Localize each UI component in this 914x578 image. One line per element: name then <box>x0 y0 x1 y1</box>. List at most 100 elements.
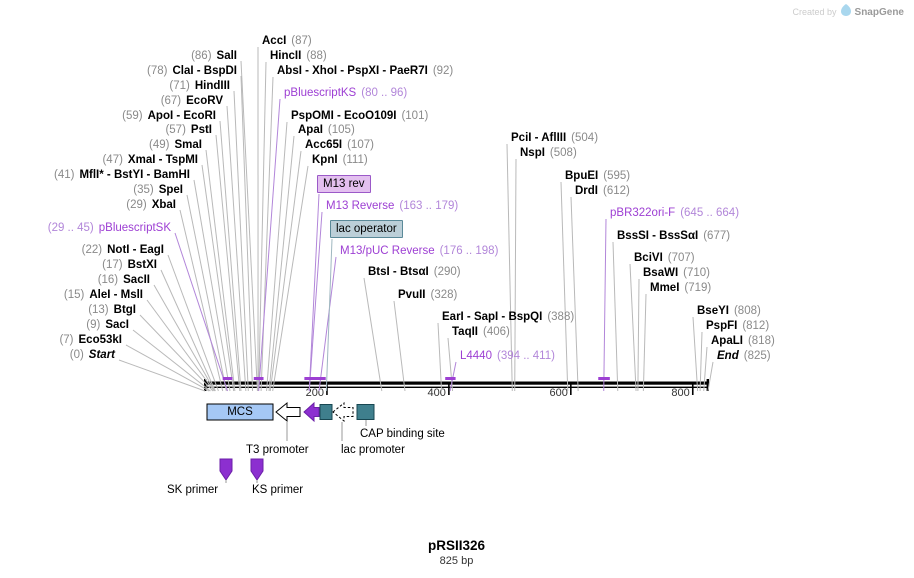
site-sali[interactable]: (86) SalI <box>191 49 237 64</box>
site-name: Acc65I <box>305 139 343 151</box>
site-clai-bspdi[interactable]: (78) ClaI - BspDI <box>147 64 237 79</box>
site-position: (78) <box>147 65 168 77</box>
ks-primer-label[interactable]: KS primer <box>252 484 304 496</box>
site-drdi[interactable]: DrdI (612) <box>575 184 630 199</box>
ks-primer-arrow[interactable] <box>250 458 264 481</box>
leader-line <box>449 361 457 392</box>
site-position: (67) <box>160 95 182 107</box>
site-pspfi[interactable]: PspFI (812) <box>706 319 769 334</box>
site-kpni[interactable]: KpnI (111) <box>312 153 368 168</box>
site-bcivi[interactable]: BciVI (707) <box>634 251 695 266</box>
site-mmei[interactable]: MmeI (719) <box>650 281 711 296</box>
site-pbluescriptks[interactable]: pBluescriptKS (80 .. 96) <box>284 86 407 101</box>
site-bsssi-bsss-i[interactable]: BssSI - BssSαI (677) <box>617 229 730 244</box>
site-name: EcoRV <box>186 95 223 107</box>
site-name: PvuII <box>398 289 426 301</box>
site-absi-xhoi-pspxi-paer7i[interactable]: AbsI - XhoI - PspXI - PaeR7I (92) <box>277 64 453 79</box>
site-name: BtsI - BtsαI <box>368 266 429 278</box>
site-acci[interactable]: AccI (87) <box>262 34 312 49</box>
site-pvuii[interactable]: PvuII (328) <box>398 288 457 303</box>
site-position: (47) <box>102 154 123 166</box>
site-m13-reverse[interactable]: M13 Reverse (163 .. 179) <box>326 199 458 214</box>
site-end[interactable]: End (825) <box>717 349 771 364</box>
site-btgi[interactable]: (13) BtgI <box>88 303 136 318</box>
t3-promoter-arrow[interactable] <box>275 401 301 423</box>
site-bseyi[interactable]: BseYI (808) <box>697 304 761 319</box>
site-name: L4440 <box>460 350 492 362</box>
site-apai[interactable]: ApaI (105) <box>298 123 355 138</box>
leader-line <box>269 150 302 392</box>
site-name: BstXI <box>127 259 157 271</box>
sk-primer-arrow[interactable] <box>219 458 233 481</box>
sk-primer-label[interactable]: SK primer <box>167 484 219 496</box>
site-position: (35) <box>133 184 154 196</box>
site-smai[interactable]: (49) SmaI <box>149 138 202 153</box>
site-mfli-bstyi-bamhi[interactable]: (41) MflI* - BstYI - BamHI <box>54 168 190 183</box>
lac-promoter-label[interactable]: lac promoter <box>341 444 405 456</box>
site-m13-puc-reverse[interactable]: M13/pUC Reverse (176 .. 198) <box>340 244 498 259</box>
site-eco53ki[interactable]: (7) Eco53kI <box>59 333 122 348</box>
mcs-feature-label[interactable]: MCS <box>227 406 253 418</box>
site-name: SpeI <box>158 184 183 196</box>
site-position: (87) <box>291 35 312 47</box>
site-nspi[interactable]: NspI (508) <box>520 146 577 161</box>
site-position: (71) <box>169 80 190 92</box>
site-position: (612) <box>603 185 630 197</box>
lac-operator-boxed-label[interactable]: lac operator <box>330 220 403 238</box>
site-l4440[interactable]: L4440 (394 .. 411) <box>460 349 555 364</box>
site-sacii[interactable]: (16) SacII <box>98 273 150 288</box>
leader-line <box>268 135 295 392</box>
site-bsawi[interactable]: BsaWI (710) <box>643 266 710 281</box>
site-taqii[interactable]: TaqII (406) <box>452 325 510 340</box>
site-spei[interactable]: (35) SpeI <box>133 183 183 198</box>
cap-binding-site-box[interactable] <box>356 404 375 420</box>
site-hindiii[interactable]: (71) HindIII <box>169 79 230 94</box>
site-name: HincII <box>270 50 302 62</box>
site-hincii[interactable]: HincII (88) <box>270 49 327 64</box>
site-ecorv[interactable]: (67) EcoRV <box>161 94 223 109</box>
site-bstxi[interactable]: (17) BstXI <box>102 258 157 273</box>
leader-line <box>703 346 708 392</box>
leader-line <box>167 254 219 392</box>
leader-line <box>692 316 699 392</box>
axis-tick-label: 400 <box>428 387 446 399</box>
t3-promoter-label[interactable]: T3 promoter <box>246 444 309 456</box>
site-alei-msli[interactable]: (15) AleI - MslI <box>64 288 143 303</box>
site-psti[interactable]: (57) PstI <box>165 123 212 138</box>
site-apali[interactable]: ApaLI (818) <box>711 334 775 349</box>
site-position: (49) <box>149 139 170 151</box>
site-eari-sapi-bspqi[interactable]: EarI - SapI - BspQI (388) <box>442 310 574 325</box>
site-pbr322ori-f[interactable]: pBR322ori-F (645 .. 664) <box>610 206 739 221</box>
cap-binding-site-label[interactable]: CAP binding site <box>360 428 445 440</box>
site-name: pBluescriptSK <box>98 222 171 234</box>
site-apoi-ecori[interactable]: (59) ApoI - EcoRI <box>122 109 216 124</box>
site-position: (57) <box>165 124 186 136</box>
credit-brand: SnapGene <box>854 6 904 18</box>
site-pspomi-ecoo109i[interactable]: PspOMI - EcoO109I (101) <box>291 109 428 124</box>
leader-line <box>160 269 216 392</box>
leader-line <box>642 293 647 392</box>
site-pbluescriptsk[interactable]: (29 .. 45) pBluescriptSK <box>48 221 171 236</box>
mcs-box[interactable] <box>206 403 274 421</box>
site-xbai[interactable]: (29) XbaI <box>126 198 176 213</box>
site-name: M13/pUC Reverse <box>340 245 435 257</box>
site-pcii-afliii[interactable]: PciI - AflIII (504) <box>511 131 598 146</box>
site-xmai-tspmi[interactable]: (47) XmaI - TspMI <box>102 153 198 168</box>
site-start[interactable]: (0) Start <box>70 348 115 363</box>
site-bpuei[interactable]: BpuEI (595) <box>565 169 630 184</box>
site-position: (41) <box>54 169 75 181</box>
site-noti-eagi[interactable]: (22) NotI - EagI <box>82 243 164 258</box>
leader-line <box>272 165 309 392</box>
site-position: (825) <box>743 350 771 362</box>
site-position: (394 .. 411) <box>496 350 555 362</box>
m13-rev-primer-arrow[interactable] <box>303 401 320 423</box>
site-acc65i[interactable]: Acc65I (107) <box>305 138 374 153</box>
lac-promoter-arrow[interactable] <box>332 401 354 423</box>
m13-rev-boxed-label[interactable]: M13 rev <box>317 175 371 193</box>
lac-operator-box[interactable] <box>319 404 333 420</box>
leader-line <box>707 361 714 392</box>
site-btsi-bts-i[interactable]: BtsI - BtsαI (290) <box>368 265 461 280</box>
site-name: TaqII <box>452 326 478 338</box>
site-saci[interactable]: (9) SacI <box>86 318 129 333</box>
leader-line <box>193 179 231 392</box>
